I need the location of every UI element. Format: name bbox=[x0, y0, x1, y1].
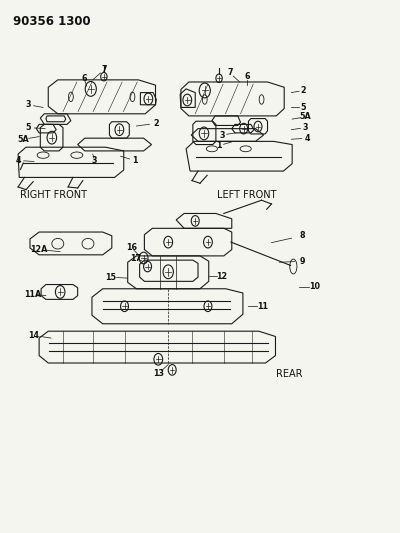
Text: 11: 11 bbox=[257, 302, 268, 311]
Text: 8: 8 bbox=[300, 231, 305, 240]
Text: 5A: 5A bbox=[17, 135, 29, 144]
Text: 90356 1300: 90356 1300 bbox=[13, 14, 91, 28]
Text: 4: 4 bbox=[304, 134, 310, 143]
Text: 13: 13 bbox=[153, 369, 164, 378]
Text: 3: 3 bbox=[92, 156, 98, 165]
Text: REAR: REAR bbox=[276, 369, 303, 378]
Text: 16: 16 bbox=[126, 244, 137, 253]
Text: 3: 3 bbox=[219, 131, 224, 140]
Text: 11A: 11A bbox=[24, 289, 41, 298]
Text: 12: 12 bbox=[216, 271, 228, 280]
Text: 17: 17 bbox=[130, 254, 141, 263]
Text: 9: 9 bbox=[300, 257, 305, 265]
Text: 1: 1 bbox=[216, 141, 222, 150]
Text: 4: 4 bbox=[15, 156, 21, 165]
Text: 12A: 12A bbox=[30, 245, 48, 254]
Text: 15: 15 bbox=[105, 272, 116, 281]
Text: 3: 3 bbox=[302, 123, 308, 132]
Text: 5A: 5A bbox=[299, 112, 311, 122]
Text: 7: 7 bbox=[102, 64, 108, 74]
Text: 2: 2 bbox=[154, 119, 159, 128]
Text: RIGHT FRONT: RIGHT FRONT bbox=[20, 190, 86, 200]
Text: 1: 1 bbox=[132, 156, 137, 165]
Text: 5: 5 bbox=[300, 103, 306, 112]
Text: 5: 5 bbox=[26, 123, 31, 132]
Text: 10: 10 bbox=[309, 282, 320, 291]
Text: 3: 3 bbox=[26, 100, 31, 109]
Text: 6: 6 bbox=[81, 74, 87, 83]
Text: 14: 14 bbox=[28, 331, 40, 340]
Text: LEFT FRONT: LEFT FRONT bbox=[217, 190, 277, 200]
Text: 2: 2 bbox=[300, 86, 306, 95]
Text: 6: 6 bbox=[244, 72, 250, 81]
Text: 7: 7 bbox=[227, 68, 232, 77]
